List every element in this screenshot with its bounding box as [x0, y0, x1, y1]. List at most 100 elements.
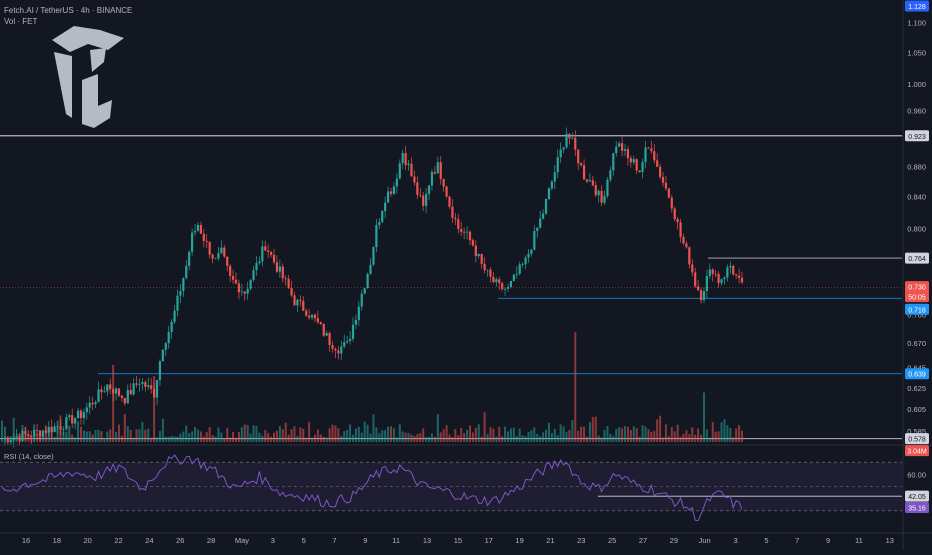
volume-bar — [410, 434, 413, 442]
candle-body — [673, 208, 676, 220]
candle-body — [556, 157, 559, 173]
volume-bar — [735, 428, 738, 442]
volume-bar — [305, 437, 308, 442]
candle-body — [644, 147, 647, 163]
y-tick-label: 0.800 — [907, 224, 926, 233]
volume-bar — [507, 431, 510, 442]
volume-bar — [714, 431, 717, 442]
volume-bar — [600, 437, 603, 442]
candle-body — [38, 430, 42, 437]
candle-body — [659, 166, 662, 177]
candle-body — [117, 388, 121, 396]
volume-bar — [205, 432, 208, 442]
candle-body — [325, 332, 328, 336]
candle-body — [483, 263, 486, 271]
volume-bar — [621, 428, 624, 442]
volume-bar — [626, 426, 629, 442]
volume-bar — [471, 432, 474, 442]
candle-body — [354, 319, 358, 325]
y-tick-label: 1.000 — [907, 80, 926, 89]
volume-bar — [85, 431, 88, 442]
candle-body — [588, 180, 592, 182]
volume-bar — [477, 424, 480, 442]
candle-body — [565, 133, 568, 148]
volume-bar — [460, 428, 463, 442]
candle-body — [670, 197, 673, 209]
volume-bar — [717, 431, 720, 442]
candle-body — [442, 178, 445, 187]
volume-bar — [278, 425, 281, 442]
candle-body — [176, 295, 179, 311]
candle-body — [381, 211, 384, 222]
price-tag-label: 0.639 — [908, 372, 926, 379]
x-tick-label: 5 — [764, 536, 768, 545]
candle-body — [708, 269, 711, 277]
candle-body — [272, 254, 276, 263]
volume-bar — [597, 435, 600, 442]
candle-body — [582, 165, 586, 180]
volume-bar — [673, 431, 676, 442]
volume-bar — [498, 426, 501, 442]
price-tag: 0.764 — [905, 252, 929, 264]
volume-bar — [264, 429, 267, 442]
candle-body — [220, 247, 223, 254]
volume-bar — [240, 427, 243, 442]
candle-body — [144, 382, 147, 387]
candle-body — [360, 293, 363, 307]
volume-bar — [504, 426, 507, 442]
candle-body — [161, 349, 164, 362]
candle-body — [214, 258, 217, 260]
tc-logo-icon — [52, 26, 124, 128]
volume-bar — [433, 436, 436, 442]
candle-body — [395, 178, 398, 187]
y-tick-label: 0.625 — [907, 384, 926, 393]
candle-body — [76, 410, 80, 419]
x-tick-label: 16 — [22, 536, 30, 545]
volume-bar — [688, 434, 691, 442]
volume-bar — [120, 435, 123, 442]
candle-body — [618, 143, 621, 147]
price-tag-box — [905, 433, 929, 445]
candle-body — [88, 402, 91, 408]
price-tag: 35.16 — [905, 502, 929, 514]
candle-body — [30, 435, 33, 437]
volume-bar — [585, 436, 588, 442]
volume-bar — [1, 420, 3, 442]
candle-body — [50, 426, 53, 432]
x-tick-label: 11 — [855, 536, 863, 545]
candle-body — [486, 269, 489, 271]
volume-bar — [676, 424, 679, 442]
candle-body — [425, 193, 428, 206]
candle-body — [126, 389, 129, 404]
candle-body — [547, 188, 551, 199]
volume-bar — [158, 431, 161, 442]
volume-bar — [536, 433, 539, 442]
x-tick-label: 23 — [577, 536, 585, 545]
candle-body — [147, 385, 150, 387]
volume-bar — [112, 365, 115, 442]
volume-bar — [372, 414, 375, 442]
volume-bar — [603, 429, 606, 442]
volume-bar — [194, 427, 197, 442]
candle-body — [3, 437, 7, 439]
candle-body — [720, 279, 723, 284]
candle-body — [685, 243, 688, 248]
y-tick-label: 0.670 — [907, 339, 926, 348]
volume-bar — [483, 412, 486, 442]
price-tag: 3.04M — [905, 445, 929, 457]
candle-body — [56, 426, 59, 428]
volume-bar — [606, 425, 609, 442]
rsi-tick-label: 60.00 — [907, 470, 926, 479]
volume-bar — [170, 435, 173, 442]
candle-body — [632, 159, 635, 163]
candle-body — [196, 224, 200, 231]
volume-bar — [3, 426, 6, 442]
rsi-pane — [0, 444, 932, 522]
volume-bar — [723, 419, 726, 442]
candle-body — [694, 272, 697, 287]
candle-body — [386, 191, 390, 203]
candle-body — [308, 315, 311, 318]
volume-bar — [15, 434, 18, 442]
candle-body — [164, 343, 167, 350]
candle-body — [407, 163, 410, 166]
